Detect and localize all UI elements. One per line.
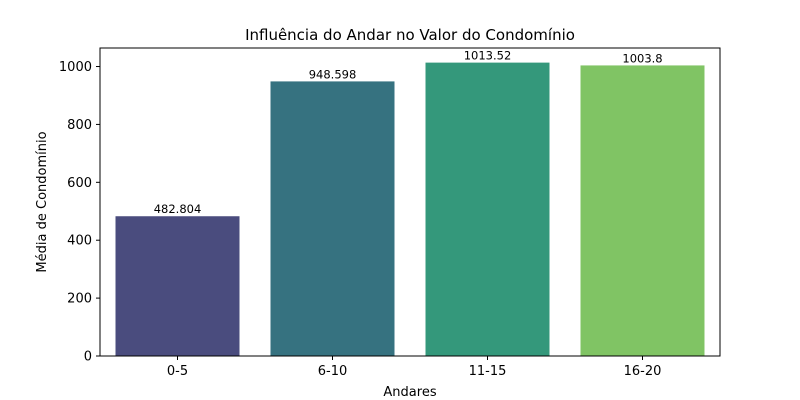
x-tick-label: 16-20 [624, 364, 662, 379]
bar-6-10 [270, 81, 395, 356]
x-tick-label: 6-10 [318, 364, 348, 379]
bar-value-label: 1013.52 [464, 49, 512, 63]
x-axis: 0-5 6-10 11-15 16-20 [167, 356, 662, 379]
bar-11-15 [425, 62, 550, 356]
x-axis-label: Andares [383, 385, 436, 400]
value-labels-group: 482.804 948.598 1013.52 1003.8 [154, 49, 663, 217]
y-tick-label: 600 [67, 176, 92, 191]
y-tick-label: 200 [67, 292, 92, 307]
bar-0-5 [115, 216, 240, 356]
bars-group [115, 62, 705, 356]
bar-value-label: 482.804 [154, 202, 202, 216]
y-tick-label: 400 [67, 234, 92, 249]
y-axis-label: Média de Condomínio [35, 131, 50, 272]
bar-value-label: 948.598 [309, 67, 357, 81]
bar-16-20 [580, 65, 705, 356]
plot-frame [99, 47, 721, 357]
y-tick-label: 1000 [59, 60, 92, 75]
y-tick-label: 800 [67, 118, 92, 133]
bar-value-label: 1003.8 [622, 51, 662, 65]
x-tick-label: 11-15 [469, 364, 507, 379]
y-tick-label: 0 [84, 350, 92, 365]
chart-title: Influência do Andar no Valor do Condomín… [245, 26, 575, 44]
y-axis: 0 200 400 600 800 1000 [59, 60, 100, 365]
x-tick-label: 0-5 [167, 364, 188, 379]
